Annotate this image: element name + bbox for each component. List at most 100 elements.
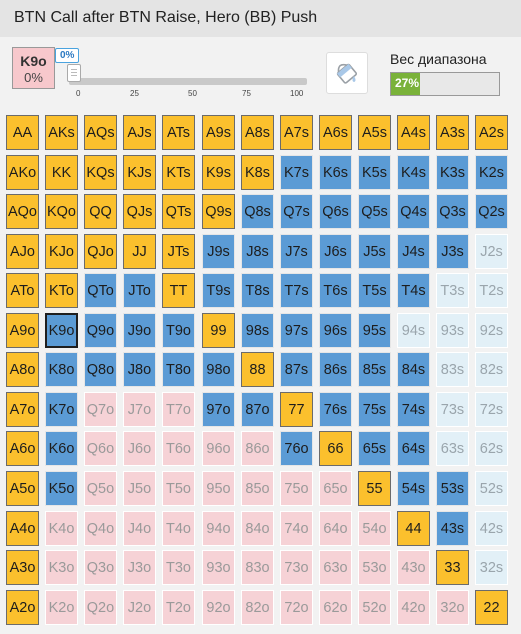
hand-cell-42s[interactable]: 42s	[475, 511, 508, 546]
hand-cell-a5s[interactable]: A5s	[358, 115, 391, 150]
hand-cell-j2o[interactable]: J2o	[123, 590, 156, 625]
hand-cell-t5s[interactable]: T5s	[358, 273, 391, 308]
hand-cell-q7o[interactable]: Q7o	[84, 392, 117, 427]
hand-cell-t3o[interactable]: T3o	[162, 550, 195, 585]
hand-cell-93s[interactable]: 93s	[436, 313, 469, 348]
hand-cell-q9o[interactable]: Q9o	[84, 313, 117, 348]
hand-cell-q8s[interactable]: Q8s	[241, 194, 274, 229]
hand-cell-aa[interactable]: AA	[6, 115, 39, 150]
hand-cell-qto[interactable]: QTo	[84, 273, 117, 308]
hand-cell-j4s[interactable]: J4s	[397, 234, 430, 269]
hand-cell-jto[interactable]: JTo	[123, 273, 156, 308]
hand-cell-j4o[interactable]: J4o	[123, 511, 156, 546]
hand-cell-96s[interactable]: 96s	[319, 313, 352, 348]
hand-cell-74o[interactable]: 74o	[280, 511, 313, 546]
hand-cell-74s[interactable]: 74s	[397, 392, 430, 427]
hand-cell-a8s[interactable]: A8s	[241, 115, 274, 150]
hand-cell-qjo[interactable]: QJo	[84, 234, 117, 269]
hand-cell-kto[interactable]: KTo	[45, 273, 78, 308]
hand-cell-72s[interactable]: 72s	[475, 392, 508, 427]
hand-cell-a6s[interactable]: A6s	[319, 115, 352, 150]
hand-cell-ajo[interactable]: AJo	[6, 234, 39, 269]
hand-cell-82s[interactable]: 82s	[475, 352, 508, 387]
hand-cell-aqs[interactable]: AQs	[84, 115, 117, 150]
hand-cell-j5s[interactable]: J5s	[358, 234, 391, 269]
hand-cell-k6s[interactable]: K6s	[319, 155, 352, 190]
hand-cell-qts[interactable]: QTs	[162, 194, 195, 229]
hand-cell-32s[interactable]: 32s	[475, 550, 508, 585]
hand-cell-k3o[interactable]: K3o	[45, 550, 78, 585]
paint-bucket-button[interactable]	[326, 52, 368, 94]
hand-cell-72o[interactable]: 72o	[280, 590, 313, 625]
hand-cell-a5o[interactable]: A5o	[6, 471, 39, 506]
hand-cell-33[interactable]: 33	[436, 550, 469, 585]
hand-cell-94s[interactable]: 94s	[397, 313, 430, 348]
hand-cell-42o[interactable]: 42o	[397, 590, 430, 625]
hand-cell-88[interactable]: 88	[241, 352, 274, 387]
hand-cell-32o[interactable]: 32o	[436, 590, 469, 625]
hand-cell-75s[interactable]: 75s	[358, 392, 391, 427]
hand-cell-t8o[interactable]: T8o	[162, 352, 195, 387]
hand-cell-j6o[interactable]: J6o	[123, 431, 156, 466]
hand-cell-53s[interactable]: 53s	[436, 471, 469, 506]
hand-cell-73s[interactable]: 73s	[436, 392, 469, 427]
hand-cell-95o[interactable]: 95o	[202, 471, 235, 506]
hand-cell-j8o[interactable]: J8o	[123, 352, 156, 387]
hand-cell-a2s[interactable]: A2s	[475, 115, 508, 150]
hand-cell-a4o[interactable]: A4o	[6, 511, 39, 546]
hand-cell-65s[interactable]: 65s	[358, 431, 391, 466]
hand-cell-q2s[interactable]: Q2s	[475, 194, 508, 229]
hand-cell-85s[interactable]: 85s	[358, 352, 391, 387]
hand-cell-a6o[interactable]: A6o	[6, 431, 39, 466]
hand-cell-43o[interactable]: 43o	[397, 550, 430, 585]
hand-cell-84s[interactable]: 84s	[397, 352, 430, 387]
hand-cell-q6s[interactable]: Q6s	[319, 194, 352, 229]
hand-cell-q2o[interactable]: Q2o	[84, 590, 117, 625]
hand-cell-j3s[interactable]: J3s	[436, 234, 469, 269]
hand-cell-a7s[interactable]: A7s	[280, 115, 313, 150]
hand-cell-a3s[interactable]: A3s	[436, 115, 469, 150]
hand-cell-t7s[interactable]: T7s	[280, 273, 313, 308]
hand-cell-62s[interactable]: 62s	[475, 431, 508, 466]
hand-cell-55[interactable]: 55	[358, 471, 391, 506]
hand-cell-q6o[interactable]: Q6o	[84, 431, 117, 466]
hand-cell-94o[interactable]: 94o	[202, 511, 235, 546]
hand-cell-82o[interactable]: 82o	[241, 590, 274, 625]
hand-cell-87s[interactable]: 87s	[280, 352, 313, 387]
hand-cell-j7o[interactable]: J7o	[123, 392, 156, 427]
hand-cell-q3o[interactable]: Q3o	[84, 550, 117, 585]
hand-cell-k2s[interactable]: K2s	[475, 155, 508, 190]
hand-cell-k4o[interactable]: K4o	[45, 511, 78, 546]
hand-cell-75o[interactable]: 75o	[280, 471, 313, 506]
hand-cell-63o[interactable]: 63o	[319, 550, 352, 585]
hand-cell-a3o[interactable]: A3o	[6, 550, 39, 585]
hand-cell-ako[interactable]: AKo	[6, 155, 39, 190]
hand-cell-66[interactable]: 66	[319, 431, 352, 466]
hand-cell-98o[interactable]: 98o	[202, 352, 235, 387]
hand-cell-a8o[interactable]: A8o	[6, 352, 39, 387]
hand-cell-k9s[interactable]: K9s	[202, 155, 235, 190]
hand-cell-t2o[interactable]: T2o	[162, 590, 195, 625]
hand-cell-64s[interactable]: 64s	[397, 431, 430, 466]
hand-cell-86o[interactable]: 86o	[241, 431, 274, 466]
hand-cell-j8s[interactable]: J8s	[241, 234, 274, 269]
hand-cell-83o[interactable]: 83o	[241, 550, 274, 585]
hand-cell-76o[interactable]: 76o	[280, 431, 313, 466]
hand-cell-aqo[interactable]: AQo	[6, 194, 39, 229]
hand-cell-ajs[interactable]: AJs	[123, 115, 156, 150]
hand-cell-93o[interactable]: 93o	[202, 550, 235, 585]
hand-cell-87o[interactable]: 87o	[241, 392, 274, 427]
hand-cell-kqs[interactable]: KQs	[84, 155, 117, 190]
hand-cell-k5s[interactable]: K5s	[358, 155, 391, 190]
hand-cell-j2s[interactable]: J2s	[475, 234, 508, 269]
hand-cell-a7o[interactable]: A7o	[6, 392, 39, 427]
hand-cell-kk[interactable]: KK	[45, 155, 78, 190]
hand-cell-77[interactable]: 77	[280, 392, 313, 427]
hand-cell-qjs[interactable]: QJs	[123, 194, 156, 229]
hand-cell-83s[interactable]: 83s	[436, 352, 469, 387]
hand-cell-a9s[interactable]: A9s	[202, 115, 235, 150]
hand-cell-62o[interactable]: 62o	[319, 590, 352, 625]
hand-cell-j9s[interactable]: J9s	[202, 234, 235, 269]
hand-cell-a4s[interactable]: A4s	[397, 115, 430, 150]
hand-cell-54o[interactable]: 54o	[358, 511, 391, 546]
